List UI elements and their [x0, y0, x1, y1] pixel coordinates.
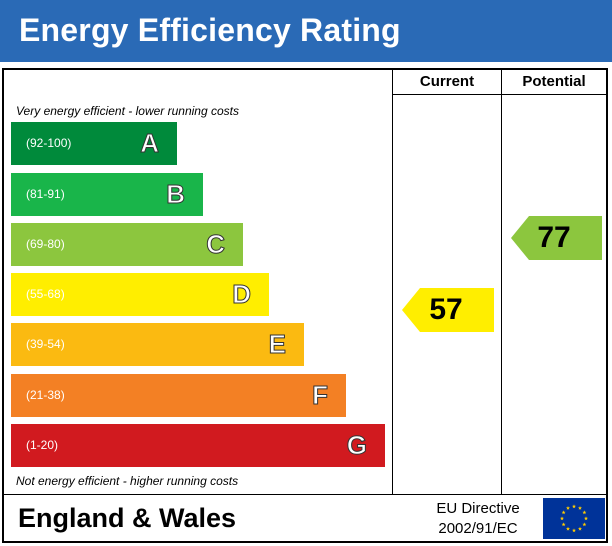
eu-flag-background	[543, 498, 605, 539]
flag-star	[582, 510, 587, 515]
flag-star	[560, 516, 564, 521]
band-c: (69-80) C	[11, 223, 243, 266]
flag-star	[572, 504, 576, 509]
band-range-label: (92-100)	[26, 136, 72, 150]
band-letter-label: G	[346, 430, 367, 461]
band-range-label: (1-20)	[26, 438, 59, 452]
eu-flag-icon	[543, 498, 605, 539]
band-range-label: (81-91)	[26, 187, 65, 201]
band-e: (39-54) E	[11, 323, 304, 366]
flag-star	[566, 526, 570, 531]
flag-star	[566, 506, 570, 510]
column-potential-label: Potential	[522, 73, 586, 90]
band-b: (81-91) B	[11, 173, 203, 216]
flag-star	[561, 522, 566, 527]
flag-star	[582, 522, 587, 527]
band-f: (21-38) F	[11, 374, 346, 417]
divider-potential-left	[501, 70, 502, 495]
current-rating-arrow	[402, 288, 494, 332]
eu-directive-line1: EU Directive	[436, 500, 520, 517]
flag-star	[578, 526, 582, 531]
band-range-label: (21-38)	[26, 388, 65, 402]
footer-region: England & Wales	[18, 503, 237, 533]
potential-arrow-shape	[511, 216, 602, 260]
flag-star	[572, 528, 576, 533]
flag-star	[561, 510, 566, 515]
band-letter-label: C	[206, 229, 226, 260]
band-letter-label: A	[140, 128, 160, 159]
band-letter-label: F	[312, 380, 329, 411]
band-range-label: (69-80)	[26, 237, 65, 251]
eu-directive-line2: 2002/91/EC	[438, 520, 518, 537]
band-range-label: (39-54)	[26, 337, 65, 351]
potential-rating-value: 77	[537, 221, 571, 254]
rating-frame	[2, 68, 608, 543]
potential-rating-arrow	[511, 216, 602, 260]
footer-divider	[4, 494, 606, 495]
band-letter-label: D	[232, 279, 252, 310]
note-top: Very energy efficient - lower running co…	[16, 104, 239, 118]
band-d: (55-68) D	[11, 273, 269, 316]
band-letter-label: B	[166, 179, 186, 210]
band-letter-label: E	[268, 329, 286, 360]
header-row-divider	[392, 94, 606, 95]
flag-star	[578, 506, 582, 510]
note-bottom: Not energy efficient - higher running co…	[16, 474, 239, 488]
current-arrow-shape	[402, 288, 494, 332]
flag-star	[584, 516, 588, 521]
divider-current-left	[392, 70, 393, 495]
page-title: Energy Efficiency Rating	[19, 12, 401, 48]
current-rating-value: 57	[429, 293, 463, 326]
header-bar: Energy Efficiency Rating	[0, 0, 612, 62]
band-range-label: (55-68)	[26, 287, 65, 301]
band-g: (1-20) G	[11, 424, 385, 467]
band-a: (92-100) A	[11, 122, 177, 165]
column-current-label: Current	[419, 73, 475, 90]
